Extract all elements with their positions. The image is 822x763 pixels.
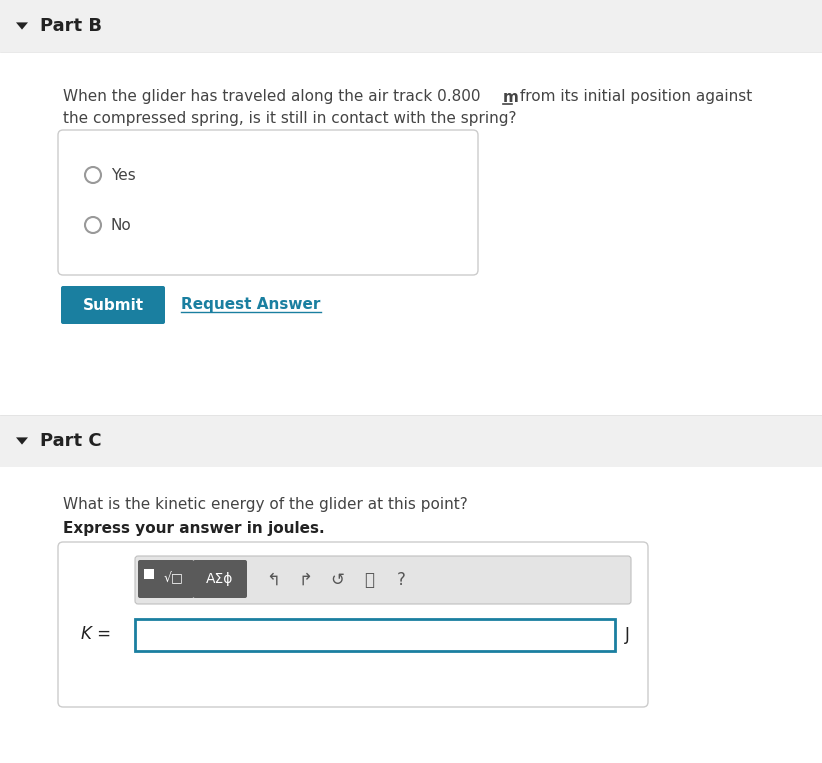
Text: ↺: ↺ <box>330 571 344 589</box>
Text: ?: ? <box>396 571 405 589</box>
Text: m: m <box>503 89 519 105</box>
Text: J: J <box>625 626 630 644</box>
Text: Part C: Part C <box>40 432 102 450</box>
Text: Yes: Yes <box>111 168 136 182</box>
Text: Request Answer: Request Answer <box>181 298 321 313</box>
FancyBboxPatch shape <box>58 542 648 707</box>
Polygon shape <box>16 437 28 445</box>
Text: ↰: ↰ <box>266 571 280 589</box>
FancyBboxPatch shape <box>0 415 822 467</box>
Text: What is the kinetic energy of the glider at this point?: What is the kinetic energy of the glider… <box>63 497 468 513</box>
Text: ↱: ↱ <box>298 571 312 589</box>
FancyBboxPatch shape <box>0 52 822 415</box>
FancyBboxPatch shape <box>135 619 615 651</box>
FancyBboxPatch shape <box>138 560 194 598</box>
Text: ΑΣϕ: ΑΣϕ <box>206 572 233 586</box>
FancyBboxPatch shape <box>135 556 631 604</box>
Text: K =: K = <box>81 625 111 643</box>
FancyBboxPatch shape <box>0 0 822 52</box>
Text: Express your answer in joules.: Express your answer in joules. <box>63 521 325 536</box>
Text: When the glider has traveled along the air track 0.800: When the glider has traveled along the a… <box>63 89 485 105</box>
Text: No: No <box>111 217 132 233</box>
FancyBboxPatch shape <box>193 560 247 598</box>
Text: √□: √□ <box>164 572 184 585</box>
FancyBboxPatch shape <box>58 130 478 275</box>
Polygon shape <box>16 22 28 30</box>
Text: Submit: Submit <box>82 298 144 313</box>
Text: from its initial position against: from its initial position against <box>515 89 752 105</box>
Text: ⌷: ⌷ <box>364 571 374 589</box>
Text: the compressed spring, is it still in contact with the spring?: the compressed spring, is it still in co… <box>63 111 516 127</box>
FancyBboxPatch shape <box>144 569 154 579</box>
FancyBboxPatch shape <box>0 467 822 763</box>
Text: Part B: Part B <box>40 17 102 35</box>
FancyBboxPatch shape <box>61 286 165 324</box>
